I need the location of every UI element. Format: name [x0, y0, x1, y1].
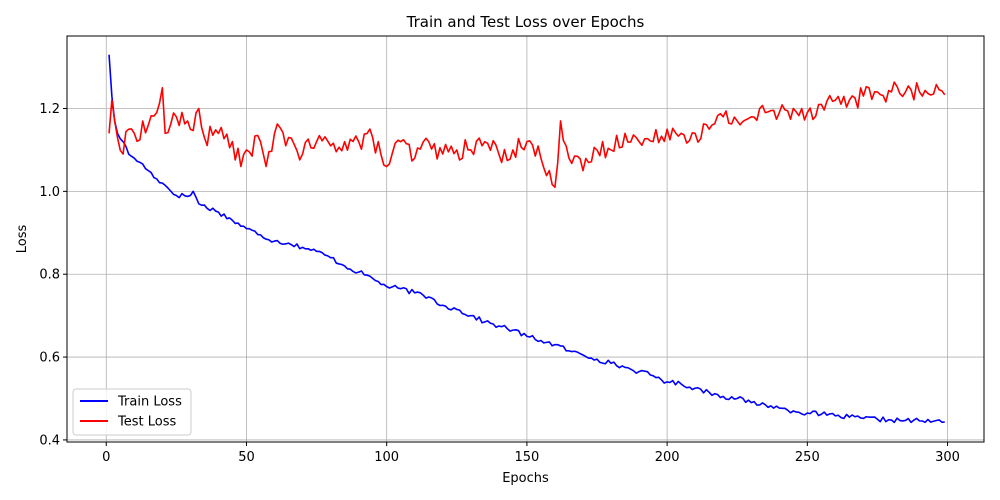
x-tick-label: 250 [795, 450, 820, 465]
x-axis-ticks: 0 50 100 150 200 250 300 [102, 442, 960, 465]
x-tick-label: 200 [655, 450, 680, 465]
x-tick-label: 300 [935, 450, 960, 465]
y-tick-label: 0.4 [39, 433, 60, 448]
grid-lines [67, 36, 984, 442]
x-tick-label: 100 [374, 450, 399, 465]
x-tick-label: 0 [102, 450, 110, 465]
legend-label-train: Train Loss [117, 395, 182, 410]
plot-frame [66, 35, 985, 443]
y-axis-ticks: 0.4 0.6 0.8 1.0 1.2 [39, 102, 67, 448]
legend-label-test: Test Loss [117, 415, 176, 430]
y-tick-label: 1.2 [39, 102, 60, 117]
y-tick-label: 1.0 [39, 185, 60, 200]
y-tick-label: 0.6 [39, 351, 60, 366]
y-axis-title: Loss [15, 225, 30, 254]
chart-title: Train and Test Loss over Epochs [406, 13, 645, 31]
series-line-train-loss [108, 54, 945, 424]
x-tick-label: 150 [514, 450, 539, 465]
x-tick-label: 50 [238, 450, 255, 465]
series-line-test-loss [108, 81, 946, 189]
x-axis-title: Epochs [502, 471, 549, 486]
legend: Train Loss Test Loss [72, 388, 192, 436]
plot-area: 0 50 100 150 200 250 300 0.4 0.6 0.8 1.0 1.2 [39, 35, 985, 465]
series-lines [108, 54, 946, 424]
y-tick-label: 0.8 [39, 268, 60, 283]
